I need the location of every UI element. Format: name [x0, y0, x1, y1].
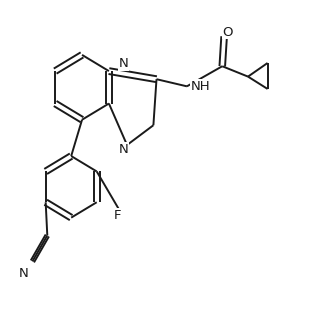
Text: O: O	[223, 26, 233, 39]
Text: NH: NH	[191, 80, 210, 93]
Text: N: N	[118, 143, 128, 156]
Text: N: N	[19, 267, 28, 280]
Text: N: N	[119, 57, 129, 70]
Text: F: F	[114, 209, 121, 222]
